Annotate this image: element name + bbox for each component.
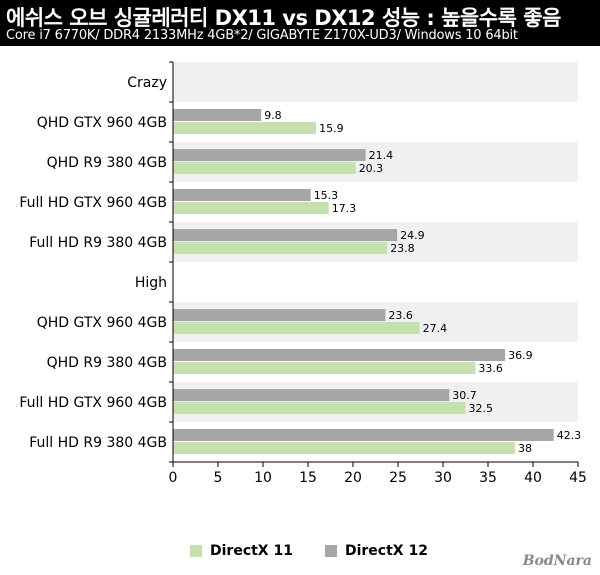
data-label: 30.7 — [452, 389, 477, 402]
bar-dx12 — [173, 309, 386, 321]
x-tick-label: 0 — [169, 470, 178, 486]
bar-dx11 — [173, 162, 356, 174]
data-label: 38 — [518, 442, 532, 455]
chart-legend: DirectX 11 DirectX 12 — [190, 543, 428, 559]
bar-dx12 — [173, 149, 366, 161]
x-tick-label: 45 — [569, 470, 587, 486]
bar-dx12 — [173, 229, 398, 241]
x-tick-label: 35 — [479, 470, 497, 486]
x-tick-label: 10 — [254, 470, 272, 486]
x-tick-label: 30 — [434, 470, 452, 486]
category-label: QHD R9 380 4GB — [47, 155, 167, 171]
bar-dx11 — [173, 322, 420, 334]
legend-item-dx12: DirectX 12 — [324, 543, 428, 559]
legend-label-dx12: DirectX 12 — [344, 543, 428, 559]
bar-dx11 — [173, 362, 476, 374]
group-label-high: High — [135, 275, 167, 291]
bar-dx11 — [173, 402, 466, 414]
data-label: 17.3 — [332, 202, 357, 215]
data-label: 9.8 — [264, 109, 282, 122]
x-tick-label: 20 — [344, 470, 362, 486]
data-label: 15.3 — [314, 189, 339, 202]
bar-dx12 — [173, 349, 506, 361]
bar-dx11 — [173, 442, 515, 454]
data-label: 27.4 — [423, 322, 448, 335]
bar-dx12 — [173, 429, 554, 441]
data-label: 21.4 — [369, 149, 394, 162]
category-label: QHD GTX 960 4GB — [37, 115, 167, 131]
bar-dx12 — [173, 109, 262, 121]
bar-dx11 — [173, 242, 388, 254]
category-label: Full HD R9 380 4GB — [29, 235, 167, 251]
x-tick-label: 40 — [524, 470, 542, 486]
category-label: QHD GTX 960 4GB — [37, 315, 167, 331]
legend-label-dx11: DirectX 11 — [210, 543, 293, 559]
data-label: 36.9 — [508, 349, 532, 362]
category-label: Full HD R9 380 4GB — [29, 435, 167, 451]
data-label: 33.6 — [478, 362, 503, 375]
category-label: Full HD GTX 960 4GB — [19, 395, 167, 411]
legend-item-dx11: DirectX 11 — [190, 543, 293, 559]
bar-dx11 — [173, 202, 329, 214]
legend-swatch-dx11 — [190, 545, 202, 557]
data-label: 32.5 — [469, 402, 494, 415]
group-label-crazy: Crazy — [127, 75, 167, 91]
bar-dx12 — [173, 189, 311, 201]
chart-header: 에쉬스 오브 싱귤레러티 DX11 vs DX12 성능 : 높을수록 좋음 C… — [0, 0, 600, 46]
data-label: 23.8 — [390, 242, 415, 255]
data-label: 15.9 — [319, 122, 344, 135]
data-label: 20.3 — [359, 162, 384, 175]
x-tick-label: 15 — [299, 470, 317, 486]
bar-dx11 — [173, 122, 317, 134]
x-tick-label: 5 — [214, 470, 223, 486]
bodnara-logo: BodNara — [522, 553, 592, 569]
x-tick-label: 25 — [389, 470, 407, 486]
category-label: QHD R9 380 4GB — [47, 355, 167, 371]
data-label: 42.3 — [557, 429, 582, 442]
bar-dx12 — [173, 389, 450, 401]
row-band — [173, 62, 578, 102]
chart-title: 에쉬스 오브 싱귤레러티 DX11 vs DX12 성능 : 높을수록 좋음 — [6, 6, 561, 30]
legend-swatch-dx12 — [324, 545, 337, 557]
chart-subtitle: Core i7 6770K/ DDR4 2133MHz 4GB*2/ GIGAB… — [6, 28, 518, 43]
category-label: Full HD GTX 960 4GB — [19, 195, 167, 211]
data-label: 23.6 — [388, 309, 413, 322]
bar-chart: Crazy QHD GTX 960 4GB 9.8 15.9 QHD R9 380 4G… — [19, 61, 587, 486]
data-label: 24.9 — [400, 229, 425, 242]
